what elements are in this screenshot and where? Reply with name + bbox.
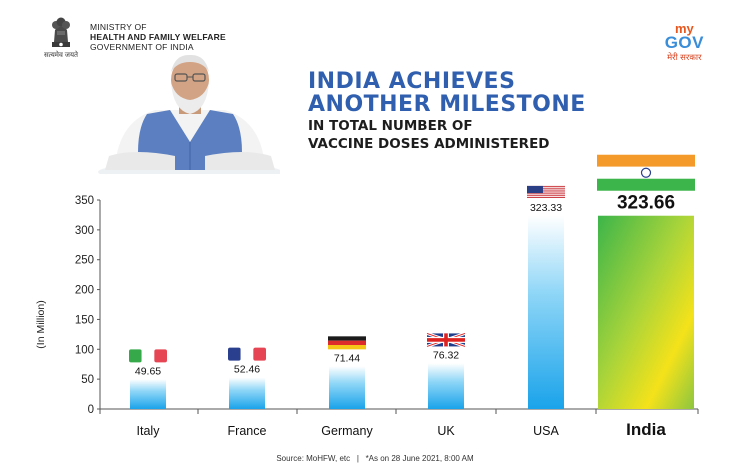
flag-cross bbox=[427, 338, 465, 342]
value-label-germany: 71.44 bbox=[334, 352, 360, 364]
flag-stripe bbox=[328, 345, 366, 350]
flag-stripe bbox=[228, 347, 241, 361]
mygov-my: my bbox=[674, 21, 694, 36]
flag-stripe bbox=[527, 193, 565, 195]
headline-block: INDIA ACHIEVES ANOTHER MILESTONE IN TOTA… bbox=[308, 70, 586, 152]
y-tick-label: 200 bbox=[75, 285, 94, 297]
headline-line1: INDIA ACHIEVES bbox=[308, 69, 516, 94]
category-label-france: France bbox=[228, 424, 267, 438]
headline-line2: ANOTHER MILESTONE bbox=[308, 92, 586, 117]
portrait-image bbox=[98, 54, 280, 174]
value-label-india: 323.66 bbox=[617, 193, 675, 214]
headline-line3: IN TOTAL NUMBER OF bbox=[308, 118, 473, 134]
flag-stripe bbox=[527, 197, 565, 198]
flag-stripe bbox=[597, 166, 695, 179]
france-flag bbox=[228, 347, 266, 361]
y-tick-label: 100 bbox=[75, 344, 94, 356]
vaccine-doses-bar-chart: 0 50 100 150 200 250 300 350 (In Million) 49.65 I… bbox=[35, 154, 699, 439]
category-label-germany: Germany bbox=[321, 424, 373, 438]
ministry-line2: HEALTH AND FAMILY WELFARE bbox=[90, 32, 226, 42]
uk-flag bbox=[426, 332, 466, 348]
y-tick-label: 150 bbox=[75, 314, 94, 326]
flag-stripe bbox=[154, 349, 167, 363]
category-label-italy: Italy bbox=[137, 424, 161, 438]
flag-stripe bbox=[597, 154, 695, 167]
ministry-header: सत्यमेव जयते MINISTRY OF HEALTH AND FAMI… bbox=[40, 16, 226, 60]
mygov-gov: GOV bbox=[664, 33, 704, 52]
usa-flag bbox=[527, 185, 565, 198]
bar-germany bbox=[329, 366, 365, 409]
footer-source: Source: MoHFW, etc bbox=[276, 454, 351, 463]
flag-canton bbox=[527, 185, 543, 194]
category-label-uk: UK bbox=[437, 424, 455, 438]
ashoka-emblem-icon bbox=[52, 17, 70, 47]
flag-stripe bbox=[527, 195, 565, 197]
footer-note: Source: MoHFW, etc | *As on 28 June 2021… bbox=[0, 454, 750, 463]
germany-flag bbox=[328, 336, 366, 350]
footer-date-note: *As on 28 June 2021, 8:00 AM bbox=[365, 454, 474, 463]
bar-italy bbox=[130, 379, 166, 409]
bar-uk bbox=[428, 363, 464, 409]
flag-stripe bbox=[328, 340, 366, 346]
bar-france bbox=[229, 377, 265, 409]
category-label-usa: USA bbox=[533, 424, 559, 438]
flag-stripe bbox=[527, 189, 565, 191]
india-flag bbox=[597, 154, 695, 191]
value-label-uk: 76.32 bbox=[433, 349, 459, 361]
headline-line4: VACCINE DOSES ADMINISTERED bbox=[308, 136, 550, 152]
flag-stripe bbox=[527, 191, 565, 193]
ministry-name: MINISTRY OF HEALTH AND FAMILY WELFARE GO… bbox=[90, 16, 226, 52]
italy-flag bbox=[129, 349, 167, 363]
ashoka-chakra-icon bbox=[640, 167, 652, 178]
national-emblem: सत्यमेव जयते bbox=[40, 16, 82, 60]
flag-stripe bbox=[527, 185, 565, 187]
mygov-logo: my GOV मेरी सरकार bbox=[665, 22, 704, 63]
mygov-tagline: मेरी सरकार bbox=[667, 52, 702, 62]
footer-separator: | bbox=[356, 454, 359, 463]
flag-stripe bbox=[129, 349, 142, 363]
flag-stripe bbox=[240, 347, 254, 361]
value-label-france: 52.46 bbox=[234, 364, 260, 376]
bar-usa bbox=[528, 215, 564, 409]
bar-india bbox=[598, 215, 694, 409]
value-label-usa: 323.33 bbox=[530, 202, 562, 214]
flag-stripe bbox=[527, 187, 565, 189]
y-tick-label: 0 bbox=[88, 404, 94, 416]
y-tick-label: 50 bbox=[81, 374, 94, 386]
flag-stripe bbox=[141, 349, 155, 363]
emblem-caption: सत्यमेव जयते bbox=[43, 52, 79, 59]
y-tick-label: 350 bbox=[75, 195, 94, 207]
category-label-india: India bbox=[626, 420, 666, 439]
y-axis-title: (In Million) bbox=[35, 300, 47, 348]
flag-stripe bbox=[253, 347, 266, 361]
flag-stripe bbox=[597, 178, 695, 191]
y-tick-label: 250 bbox=[75, 255, 94, 267]
y-tick-label: 300 bbox=[75, 225, 94, 237]
value-label-italy: 49.65 bbox=[135, 365, 161, 377]
ministry-line3: GOVERNMENT OF INDIA bbox=[90, 42, 194, 52]
ministry-line1: MINISTRY OF bbox=[90, 22, 147, 32]
flag-stripe bbox=[328, 336, 366, 341]
